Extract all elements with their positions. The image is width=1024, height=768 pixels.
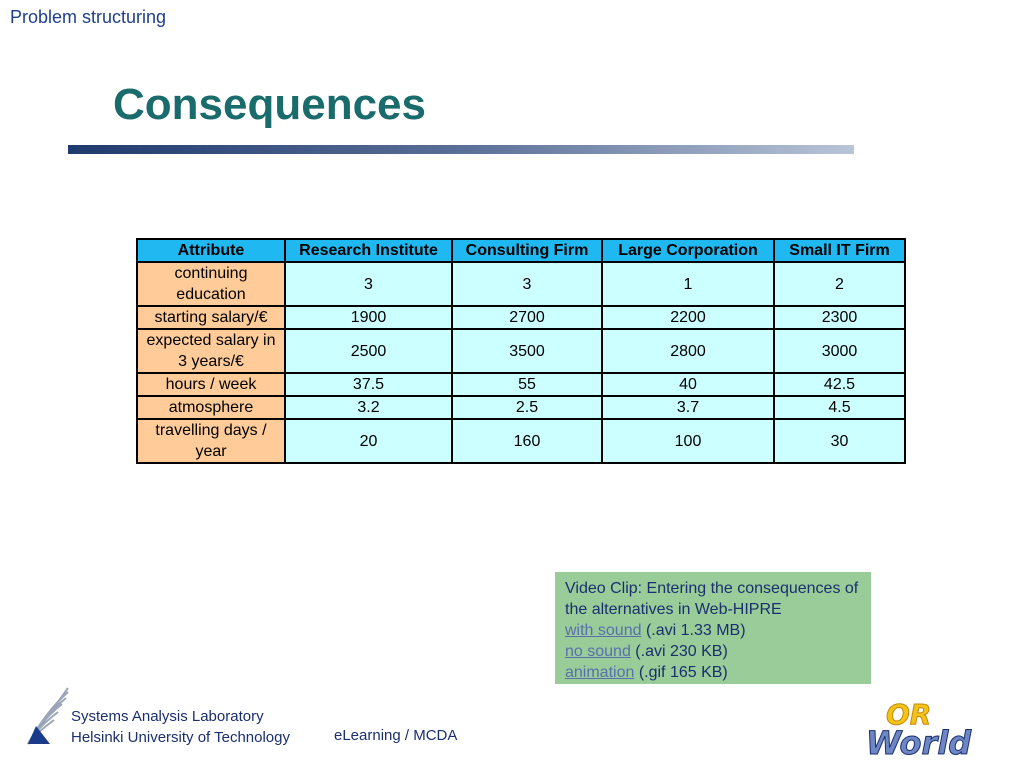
value-cell: 37.5 bbox=[284, 372, 453, 397]
table-header-cell: Consulting Firm bbox=[451, 238, 603, 263]
footer-lab-name: Systems Analysis Laboratory bbox=[71, 708, 264, 725]
value-cell: 2.5 bbox=[451, 395, 603, 420]
table-header-cell: Research Institute bbox=[284, 238, 453, 263]
attribute-cell: continuing education bbox=[136, 261, 286, 307]
table-header-cell: Attribute bbox=[136, 238, 286, 263]
table-header-cell: Large Corporation bbox=[601, 238, 775, 263]
section-label: Problem structuring bbox=[10, 7, 167, 27]
attribute-cell: expected salary in 3 years/€ bbox=[136, 328, 286, 374]
value-cell: 3.7 bbox=[601, 395, 775, 420]
consequences-table: Attribute Research Institute Consulting … bbox=[136, 238, 906, 464]
value-cell: 2700 bbox=[451, 305, 603, 330]
table-row: continuing education 3 3 1 2 bbox=[136, 261, 906, 307]
attribute-cell: hours / week bbox=[136, 372, 286, 397]
value-cell: 20 bbox=[284, 418, 453, 464]
value-cell: 2200 bbox=[601, 305, 775, 330]
table-row: expected salary in 3 years/€ 2500 3500 2… bbox=[136, 328, 906, 374]
value-cell: 1900 bbox=[284, 305, 453, 330]
value-cell: 4.5 bbox=[773, 395, 906, 420]
value-cell: 3 bbox=[451, 261, 603, 307]
attribute-cell: atmosphere bbox=[136, 395, 286, 420]
video-clip-box: Video Clip: Entering the consequences of… bbox=[555, 572, 871, 684]
attribute-cell: travelling days / year bbox=[136, 418, 286, 464]
with-sound-info: (.avi 1.33 MB) bbox=[641, 622, 746, 639]
value-cell: 40 bbox=[601, 372, 775, 397]
value-cell: 160 bbox=[451, 418, 603, 464]
video-link-row: with sound (.avi 1.33 MB) bbox=[565, 620, 861, 641]
value-cell: 3.2 bbox=[284, 395, 453, 420]
animation-info: (.gif 165 KB) bbox=[634, 664, 728, 681]
value-cell: 2300 bbox=[773, 305, 906, 330]
value-cell: 3000 bbox=[773, 328, 906, 374]
animation-link[interactable]: animation bbox=[565, 664, 635, 681]
value-cell: 3 bbox=[284, 261, 453, 307]
attribute-cell: starting salary/€ bbox=[136, 305, 286, 330]
table-row: atmosphere 3.2 2.5 3.7 4.5 bbox=[136, 395, 906, 420]
no-sound-link[interactable]: no sound bbox=[565, 643, 631, 660]
value-cell: 2800 bbox=[601, 328, 775, 374]
no-sound-info: (.avi 230 KB) bbox=[630, 643, 728, 660]
value-cell: 1 bbox=[601, 261, 775, 307]
value-cell: 3500 bbox=[451, 328, 603, 374]
table-row: starting salary/€ 1900 2700 2200 2300 bbox=[136, 305, 906, 330]
video-clip-caption: Video Clip: Entering the consequences of… bbox=[565, 580, 859, 618]
table-header-row: Attribute Research Institute Consulting … bbox=[136, 238, 906, 263]
footer-university-name: Helsinki University of Technology bbox=[71, 729, 290, 746]
value-cell: 2500 bbox=[284, 328, 453, 374]
with-sound-link[interactable]: with sound bbox=[565, 622, 642, 639]
value-cell: 2 bbox=[773, 261, 906, 307]
value-cell: 42.5 bbox=[773, 372, 906, 397]
footer-course-name: eLearning / MCDA bbox=[334, 727, 458, 744]
value-cell: 55 bbox=[451, 372, 603, 397]
table-header-cell: Small IT Firm bbox=[773, 238, 906, 263]
or-world-logo-top: OR bbox=[886, 698, 931, 731]
university-logo-icon bbox=[27, 687, 69, 745]
table-row: hours / week 37.5 55 40 42.5 bbox=[136, 372, 906, 397]
value-cell: 100 bbox=[601, 418, 775, 464]
table-row: travelling days / year 20 160 100 30 bbox=[136, 418, 906, 464]
title-underline-bar bbox=[68, 145, 854, 154]
video-link-row: animation (.gif 165 KB) bbox=[565, 662, 861, 683]
or-world-logo: OR World bbox=[866, 698, 973, 760]
footer-affiliation: Systems Analysis Laboratory Helsinki Uni… bbox=[71, 706, 290, 748]
value-cell: 30 bbox=[773, 418, 906, 464]
or-world-logo-bottom: World bbox=[866, 724, 972, 760]
slide-title: Consequences bbox=[113, 80, 426, 129]
video-link-row: no sound (.avi 230 KB) bbox=[565, 641, 861, 662]
